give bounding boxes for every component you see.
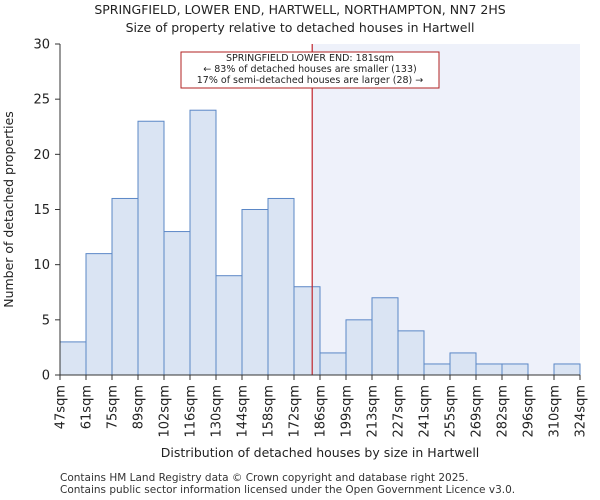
x-tick-label: 227sqm: [392, 385, 407, 438]
bar-116sqm: [189, 109, 217, 376]
bar-172sqm: [293, 286, 321, 376]
bar-310sqm: [553, 363, 581, 376]
x-axis: 47sqm 61sqm 75sqm 89sqm 102sqm 116sqm 130sqm 14…: [54, 375, 589, 438]
annotation-label-line3: 17% of semi-detached houses are larger (…: [197, 75, 424, 86]
chart-subtitle: Size of property relative to detached ho…: [125, 20, 475, 35]
bar-255sqm: [449, 352, 477, 376]
x-tick-label: 116sqm: [184, 385, 199, 438]
footer-licence: Contains public sector information licen…: [60, 484, 516, 496]
y-tick-label: 0: [42, 369, 50, 384]
x-axis-label: Distribution of detached houses by size …: [161, 445, 480, 460]
bar-158sqm: [267, 197, 295, 376]
bar-89sqm: [137, 120, 165, 376]
y-tick-label: 5: [42, 313, 50, 328]
x-tick-label: 310sqm: [548, 385, 563, 438]
annotation-label-line1: SPRINGFIELD LOWER END: 181sqm: [226, 53, 394, 64]
annotation-box: [180, 51, 440, 89]
x-tick-label: 61sqm: [80, 385, 95, 429]
y-tick-label: 15: [33, 203, 50, 218]
footer-copyright: Contains HM Land Registry data © Crown c…: [60, 472, 469, 484]
bar-75sqm: [111, 197, 139, 376]
y-tick-label: 10: [33, 258, 50, 273]
x-tick-label: 102sqm: [158, 385, 173, 438]
bar-227sqm: [397, 330, 425, 376]
bar-282sqm: [501, 363, 529, 376]
y-tick-label: 30: [33, 38, 50, 53]
bar-102sqm: [163, 231, 191, 376]
x-tick-label: 130sqm: [210, 385, 225, 438]
bar-269sqm: [475, 363, 503, 376]
bar-186sqm: [319, 352, 347, 376]
x-tick-label: 282sqm: [496, 385, 511, 438]
bar-61sqm: [85, 253, 113, 376]
x-tick-label: 172sqm: [288, 385, 303, 438]
x-tick-label: 324sqm: [574, 385, 589, 438]
x-tick-label: 144sqm: [236, 385, 251, 438]
x-tick-label: 241sqm: [418, 385, 433, 438]
x-tick-label: 47sqm: [54, 385, 69, 429]
x-tick-label: 213sqm: [366, 385, 381, 438]
x-tick-label: 296sqm: [522, 385, 537, 438]
bar-213sqm: [371, 297, 399, 376]
x-tick-label: 186sqm: [314, 385, 329, 438]
x-tick-label: 158sqm: [262, 385, 277, 438]
x-tick-label: 255sqm: [444, 385, 459, 438]
chart-title: SPRINGFIELD, LOWER END, HARTWELL, NORTHA…: [94, 2, 506, 17]
x-tick-label: 75sqm: [106, 385, 121, 429]
y-axis: 0 5 10 15 20 25 30: [33, 38, 60, 384]
x-tick-label: 269sqm: [470, 385, 485, 438]
bar-144sqm: [241, 209, 269, 376]
x-tick-label: 89sqm: [132, 385, 147, 429]
x-tick-label: 199sqm: [340, 385, 355, 438]
bar-241sqm: [423, 363, 451, 376]
y-axis-label: Number of detached properties: [1, 111, 16, 308]
bar-47sqm: [59, 341, 87, 376]
y-tick-label: 25: [33, 93, 50, 108]
bar-130sqm: [215, 275, 243, 376]
bar-series: [59, 109, 581, 376]
annotation-label-line2: ← 83% of detached houses are smaller (13…: [203, 64, 416, 75]
y-tick-label: 20: [33, 148, 50, 163]
bar-199sqm: [345, 319, 373, 376]
